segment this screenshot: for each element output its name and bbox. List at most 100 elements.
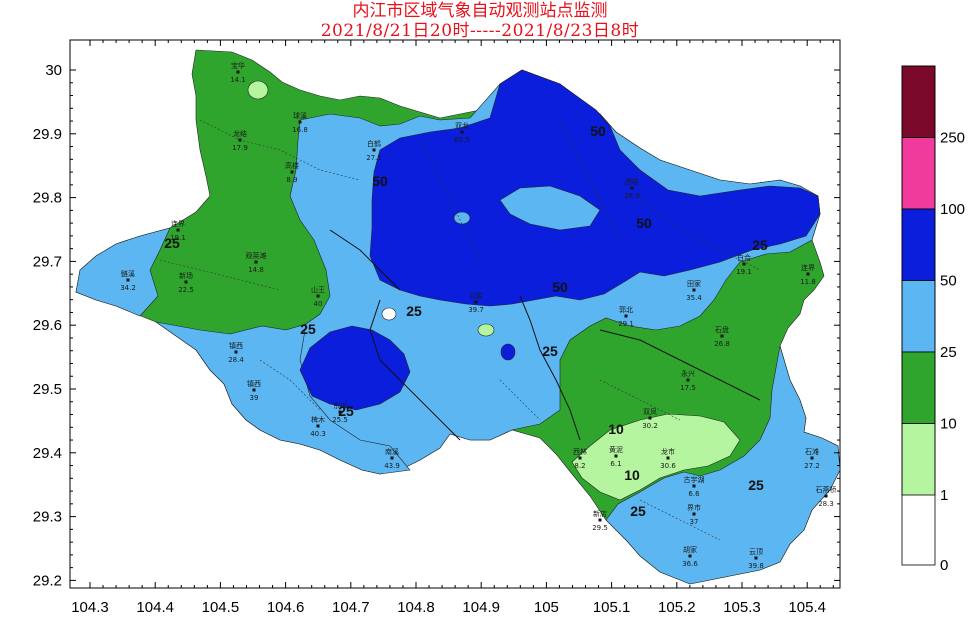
- station-name: 田家: [687, 279, 701, 288]
- station[interactable]: 连界 19.1: [170, 219, 186, 242]
- dry-spot: [381, 307, 397, 321]
- station-marker: [686, 378, 690, 382]
- station[interactable]: 郭北 29.1: [618, 305, 634, 328]
- station[interactable]: 球溪 16.8: [292, 111, 308, 134]
- station-marker: [338, 410, 342, 414]
- lon-tick-label: 104.9: [462, 599, 500, 616]
- rainfall-fill-layer: [75, 49, 840, 585]
- legend-label: 0: [940, 557, 948, 574]
- station[interactable]: 石滩 27.2: [804, 447, 820, 470]
- station-rainfall-value: 27.1: [366, 154, 382, 162]
- station-rainfall-value: 29.5: [592, 524, 608, 532]
- station[interactable]: 镇西 28.4: [228, 341, 244, 364]
- legend-label: 250: [940, 130, 965, 147]
- station[interactable]: 胡家 36.6: [682, 545, 698, 568]
- station-marker: [742, 262, 746, 266]
- station-marker: [598, 518, 602, 522]
- station-rainfall-value: 28.3: [818, 500, 834, 508]
- station[interactable]: 古宇湖 6.6: [684, 475, 705, 498]
- station-marker: [372, 148, 376, 152]
- station[interactable]: 西林 8.2: [573, 447, 587, 470]
- station[interactable]: 新场 22.5: [178, 271, 194, 294]
- legend-label: 25: [940, 344, 957, 361]
- station[interactable]: 云顶 39.8: [748, 548, 764, 570]
- station[interactable]: 观英滩 14.8: [246, 251, 267, 274]
- station[interactable]: 镇西 39: [247, 379, 261, 402]
- station[interactable]: 双凤 30.2: [642, 408, 658, 430]
- station-name: 南溪: [385, 447, 399, 456]
- station-name: 东兴: [333, 401, 347, 410]
- station-name: 双凤: [643, 408, 657, 416]
- station[interactable]: 界市 37: [687, 503, 701, 526]
- station-rainfall-value: 39: [250, 394, 259, 402]
- station-marker: [666, 456, 670, 460]
- station[interactable]: 田家 35.4: [686, 279, 702, 302]
- station[interactable]: 龙结 17.9: [232, 129, 248, 152]
- station-marker: [176, 228, 180, 232]
- station[interactable]: 高楼 8.9: [285, 161, 299, 184]
- lat-tick-label: 29.8: [33, 190, 62, 207]
- station-rainfall-value: 22.5: [178, 286, 194, 294]
- station[interactable]: 宝华 14.1: [230, 61, 246, 84]
- station-rainfall-value: 17.5: [680, 384, 696, 392]
- station[interactable]: 新店 29.5: [592, 509, 608, 532]
- station[interactable]: 山王 40: [311, 285, 325, 308]
- station[interactable]: 永兴 17.5: [680, 369, 696, 392]
- station-name: 椑木: [311, 415, 325, 424]
- station[interactable]: 团结 28.9: [624, 177, 640, 200]
- station-marker: [460, 130, 464, 134]
- station-name: 永兴: [681, 369, 695, 378]
- station[interactable]: 石盘 26.8: [714, 325, 730, 348]
- axis-tick-labels: 104.3 104.4 104.5 104.6 104.7 104.8 104.9 105 10…: [33, 62, 826, 616]
- station-rainfall-value: 27.2: [804, 462, 820, 470]
- station-rainfall-value: 39.7: [468, 306, 484, 314]
- station-marker: [390, 456, 394, 460]
- station[interactable]: 白合 19.1: [736, 253, 752, 276]
- lon-tick-label: 105.2: [658, 599, 696, 616]
- band-50-100-dongxing: [299, 325, 411, 411]
- band-25-50-southwest: [155, 321, 411, 475]
- station-name: 镇西: [229, 341, 243, 350]
- lon-tick-label: 104.4: [136, 599, 174, 616]
- legend-label: 1: [940, 487, 948, 504]
- station[interactable]: 石燕桥 28.3: [816, 485, 837, 508]
- contour-label-layer: 25 50 50 50 25 25 50 25 25 25 10 10 25 25: [164, 123, 768, 519]
- station-marker: [806, 272, 810, 276]
- station[interactable]: 龙市 30.6: [660, 447, 676, 470]
- map-subtitle-period: 2021/8/21日20时-----2021/8/23日8时: [320, 21, 640, 41]
- light-rain-spot-north: [247, 80, 269, 100]
- station-marker: [720, 334, 724, 338]
- station-rainfall-value: 19.1: [170, 234, 186, 242]
- lat-tick-label: 29.2: [33, 572, 62, 589]
- station[interactable]: 公民 39.7: [468, 292, 484, 314]
- lon-tick-label: 105: [534, 599, 559, 616]
- lat-tick-label: 29.7: [33, 253, 62, 270]
- station[interactable]: 黄泥 6.1: [609, 445, 623, 468]
- station-marker: [692, 288, 696, 292]
- station-marker: [824, 494, 828, 498]
- station-name: 云顶: [749, 548, 763, 556]
- station-rainfall-value: 60.5: [454, 136, 470, 144]
- station-marker: [298, 120, 302, 124]
- station-name: 龙市: [661, 447, 675, 456]
- lon-tick-label: 105.1: [593, 599, 631, 616]
- contour-label: 25: [164, 235, 180, 251]
- station[interactable]: 鲢溪 34.2: [120, 269, 136, 292]
- station-rainfall-value: 36.6: [682, 560, 698, 568]
- station-marker: [688, 554, 692, 558]
- lon-tick-label: 104.8: [397, 599, 435, 616]
- station-name: 团结: [625, 177, 639, 186]
- station-rainfall-value: 40: [314, 300, 323, 308]
- station[interactable]: 椑木 40.3: [310, 415, 326, 438]
- station[interactable]: 白鹤 27.1: [366, 139, 382, 162]
- station[interactable]: 双龙 60.5: [454, 121, 470, 144]
- station[interactable]: 连界 11.8: [800, 263, 816, 286]
- station-marker: [474, 300, 478, 304]
- legend-label: 10: [940, 416, 957, 433]
- station-name: 鲢溪: [121, 269, 135, 278]
- station-marker: [238, 138, 242, 142]
- station-rainfall-value: 34.2: [120, 284, 136, 292]
- station[interactable]: 东兴 25.5: [332, 401, 348, 424]
- station-marker: [754, 556, 758, 560]
- station[interactable]: 南溪 43.9: [384, 447, 400, 470]
